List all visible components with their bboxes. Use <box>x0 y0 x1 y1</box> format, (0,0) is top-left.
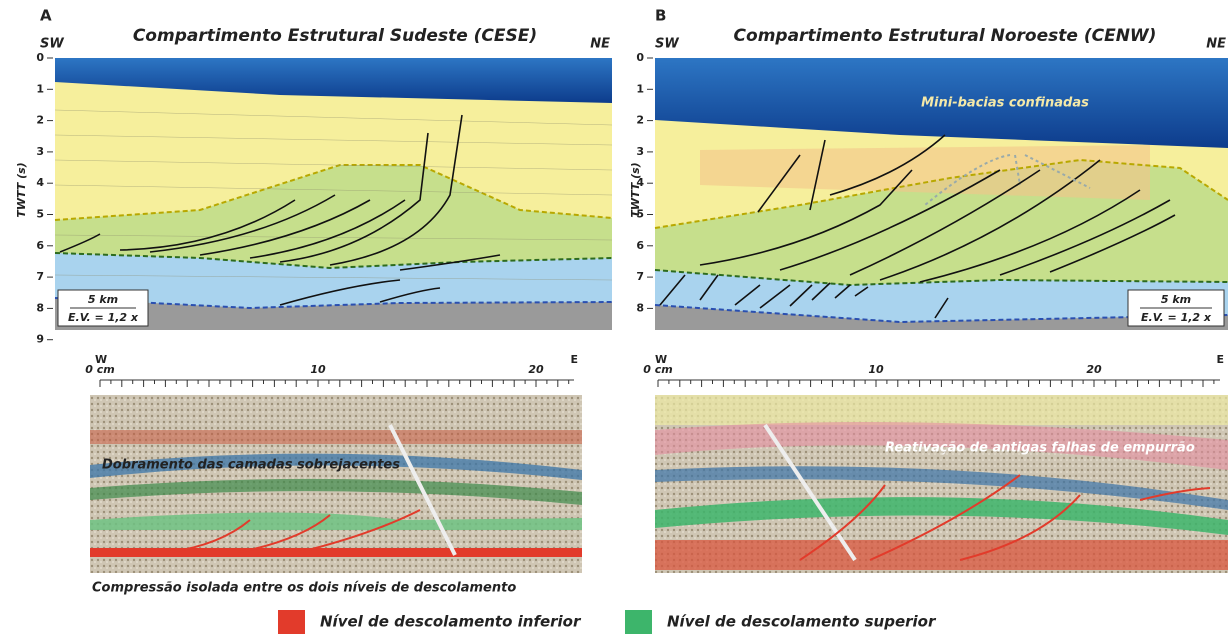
y-tick-label: 7 <box>636 270 644 283</box>
panel-title: Compartimento Estrutural Noroeste (CENW) <box>734 26 1157 46</box>
scale-label: 5 km <box>1161 293 1191 306</box>
ev-label: E.V. = 1,2 x <box>68 311 139 324</box>
model-b <box>655 395 1228 573</box>
legend-label: Nível de descolamento superior <box>667 613 937 631</box>
y-tick-label: 5 <box>36 208 44 221</box>
ruler-end: W <box>95 353 107 366</box>
y-tick-label: 0 <box>636 51 644 64</box>
side-label: SW <box>40 37 64 52</box>
y-tick-label: 9 <box>36 333 44 346</box>
ruler-label: 20 <box>1086 363 1102 376</box>
side-label: NE <box>1206 37 1226 52</box>
panel-title: Compartimento Estrutural Sudeste (CESE) <box>133 26 537 46</box>
ruler-end: W <box>655 353 667 366</box>
legend-swatch <box>625 610 652 634</box>
y-tick-label: 4 <box>636 176 644 189</box>
y-tick-label: 3 <box>36 145 44 158</box>
y-tick-label: 2 <box>636 114 644 127</box>
annotation: Mini-bacias confinadas <box>921 96 1089 111</box>
panel-label: B <box>655 7 666 25</box>
y-tick-label: 1 <box>636 82 644 95</box>
y-tick-label: 8 <box>36 301 44 314</box>
model-a <box>90 395 582 573</box>
legend-label: Nível de descolamento inferior <box>320 613 582 631</box>
figure: 0 cm1020WE0 cm1020WE A Compartimento Est… <box>0 0 1228 635</box>
legend: Nível de descolamento inferior Nível de d… <box>278 610 937 634</box>
y-tick-label: 6 <box>636 239 644 252</box>
side-label: SW <box>655 37 679 52</box>
ruler-end: E <box>570 353 578 366</box>
ev-label: E.V. = 1,2 x <box>1141 311 1212 324</box>
panel-label: A <box>40 7 52 25</box>
y-tick-label: 4 <box>36 176 44 189</box>
side-label: NE <box>590 37 610 52</box>
y-tick-label: 1 <box>36 82 44 95</box>
ruler-label: 10 <box>868 363 884 376</box>
caption: Compressão isolada entre os dois níveis … <box>92 581 516 596</box>
annotation: Dobramento das camadas sobrejacentes <box>102 458 400 473</box>
y-tick-label: 0 <box>36 51 44 64</box>
scale-label: 5 km <box>88 293 118 306</box>
y-tick-label: 2 <box>36 114 44 127</box>
ruler-label: 20 <box>528 363 544 376</box>
y-tick-label: 3 <box>636 145 644 158</box>
axis-title: TWTT (s) <box>15 162 28 217</box>
ruler-end: E <box>1216 353 1224 366</box>
y-tick-label: 8 <box>636 301 644 314</box>
ruler-label: 10 <box>310 363 326 376</box>
legend-swatch <box>278 610 305 634</box>
y-tick-label: 7 <box>36 270 44 283</box>
section-a <box>55 58 612 330</box>
annotation: Reativação de antigas falhas de empurrão <box>885 441 1195 456</box>
y-tick-label: 5 <box>636 208 644 221</box>
y-tick-label: 6 <box>36 239 44 252</box>
